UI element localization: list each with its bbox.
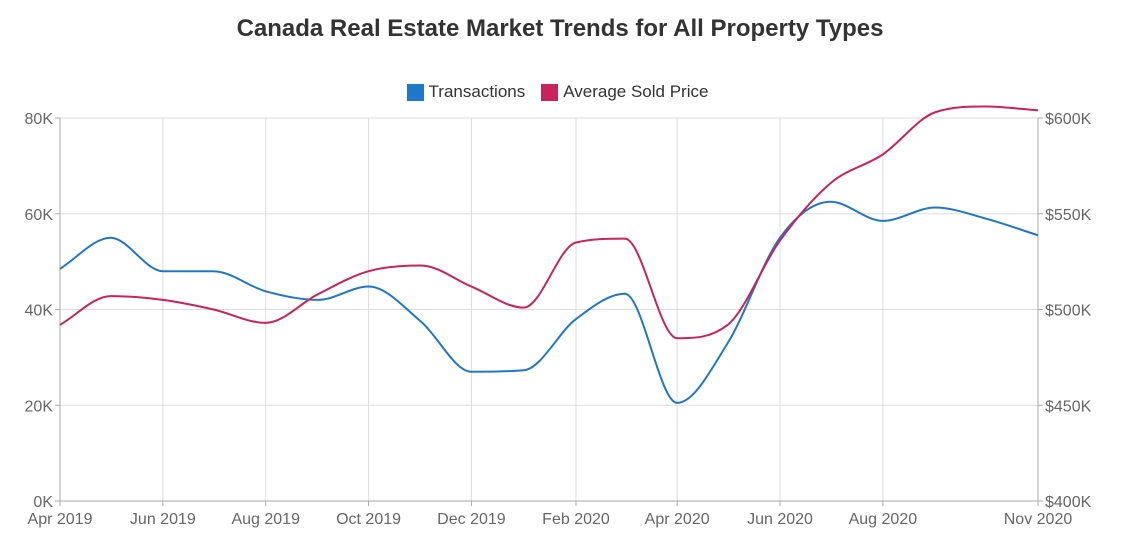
legend-label-average-sold-price: Average Sold Price (563, 82, 709, 101)
y-right-tick-label: $400K (1045, 494, 1092, 511)
y-left-tick-label: 40K (25, 303, 54, 320)
y-left-tick-label: 60K (25, 207, 54, 224)
y-right-tick-label: $550K (1045, 207, 1092, 224)
legend-item-transactions[interactable]: Transactions (406, 82, 526, 102)
y-right-tick-label: $500K (1045, 303, 1092, 320)
chart-title: Canada Real Estate Market Trends for All… (236, 15, 884, 42)
x-tick-label: Oct 2019 (336, 511, 401, 528)
x-tick-label: Jun 2019 (130, 511, 196, 528)
x-tick-label: Dec 2019 (437, 511, 506, 528)
x-tick-label: Jun 2020 (747, 511, 813, 528)
y-left-tick-label: 20K (25, 398, 54, 415)
legend-label-transactions: Transactions (428, 82, 526, 101)
legend-swatch-average-sold-price (541, 83, 559, 101)
x-tick-label: Aug 2020 (849, 511, 918, 528)
legend-swatch-transactions (406, 83, 424, 101)
y-left-tick-label: 80K (25, 111, 54, 128)
series-line-transactions (59, 200, 1039, 404)
x-tick-label: Aug 2019 (231, 511, 300, 528)
y-right-tick-label: $600K (1045, 111, 1092, 128)
chart-legend: Transactions Average Sold Price (0, 82, 1115, 102)
x-tick-label: Apr 2020 (645, 511, 710, 528)
legend-item-average-sold-price[interactable]: Average Sold Price (541, 82, 708, 102)
x-tick-label: Apr 2019 (28, 511, 93, 528)
x-tick-label: Feb 2020 (542, 511, 610, 528)
x-tick-label: Nov 2020 (1004, 511, 1073, 528)
y-right-tick-label: $450K (1045, 398, 1092, 415)
series-line-average-sold-price (59, 105, 1039, 340)
y-left-tick-label: 0K (33, 494, 53, 511)
